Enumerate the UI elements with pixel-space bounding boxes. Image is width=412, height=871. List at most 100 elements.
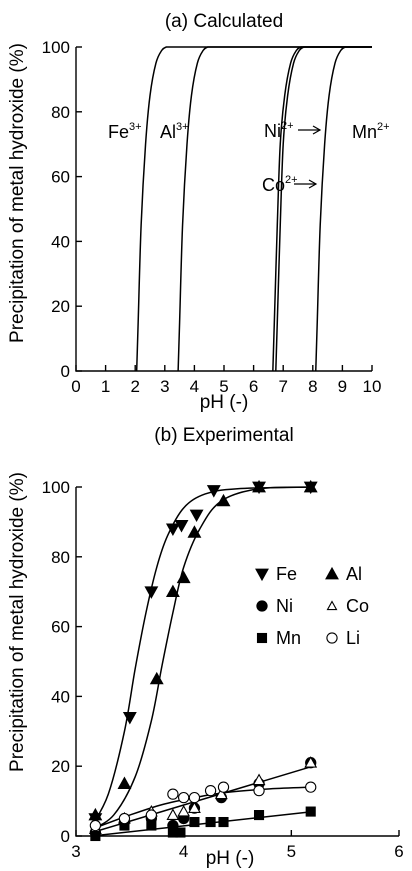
arrow-ni-head	[312, 125, 322, 135]
curve-al	[177, 46, 372, 372]
panel-a-y-tick-label: 80	[51, 103, 70, 122]
legend-marker-mn	[256, 632, 268, 644]
label-co-ion: Co2+	[262, 174, 298, 195]
point-al	[165, 584, 180, 598]
label-al-ion: Al3+	[160, 121, 189, 142]
panel-b-x-tick-label: 4	[179, 842, 188, 861]
point-co	[177, 804, 191, 817]
panel-b-y-tick-label: 80	[51, 548, 70, 567]
point-fe	[189, 509, 204, 523]
point-mn	[175, 827, 186, 838]
panel-a-x-tick-label: 8	[308, 377, 317, 396]
point-mn	[218, 816, 229, 828]
panel-a-x-tick-label: 4	[190, 377, 199, 396]
fit-curve-mn	[92, 810, 313, 837]
legend-label-co: Co	[346, 596, 369, 616]
label-ni-ion: Ni2+	[264, 120, 294, 141]
panel-a-y-tick-label: 40	[51, 232, 70, 251]
panel-a-curves	[135, 46, 372, 372]
point-fe	[165, 523, 180, 537]
legend-label-fe: Fe	[276, 564, 297, 584]
point-co	[187, 801, 201, 814]
panel-a-axis-lines	[75, 47, 372, 372]
legend-marker-co	[326, 600, 338, 611]
legend-marker-ni	[256, 600, 268, 612]
panel-a-x-tick-label: 1	[101, 377, 110, 396]
legend-marker-al	[325, 566, 339, 580]
point-mn	[205, 816, 216, 828]
point-co	[166, 808, 180, 821]
panel-b-x-tick-label: 6	[394, 842, 403, 861]
panel-b-y-axis-label: Precipitation of metal hydroxide (%)	[7, 472, 28, 772]
panel-a-y-tick-label: 20	[51, 297, 70, 316]
legend-marker-li	[326, 632, 338, 644]
panel-a-y-tick-label: 60	[51, 168, 70, 187]
point-al	[149, 671, 164, 685]
panel-a-x-tick-label: 9	[338, 377, 347, 396]
point-li	[253, 784, 265, 797]
fit-curve-al	[91, 486, 313, 830]
point-li	[217, 781, 230, 793]
point-al	[252, 479, 266, 493]
point-fe	[122, 711, 137, 725]
panel-b-y-tick-label: 100	[42, 478, 70, 497]
point-mn	[90, 830, 101, 842]
point-al	[216, 493, 231, 507]
curve-co	[275, 46, 372, 372]
panel-a-y-axis-label: Precipitation of metal hydroxide (%)	[7, 43, 28, 343]
panel-a-calculated: (a) Calculated 0 1 2 3 4 5 6 7 8 9 10020406080100 …	[7, 11, 390, 413]
panel-b-y-tick-label: 20	[51, 757, 70, 776]
point-al	[187, 525, 202, 538]
point-co	[304, 756, 318, 768]
point-co	[214, 787, 228, 800]
point-li	[145, 809, 158, 821]
legend-label-mn: Mn	[276, 628, 301, 648]
panel-b-title: (b) Experimental	[154, 425, 293, 446]
panel-a-x-tick-label: 0	[71, 377, 80, 396]
legend-label-ni: Ni	[276, 596, 293, 616]
curve-mn	[315, 46, 372, 372]
point-mn	[305, 806, 316, 817]
panel-a-title: (a) Calculated	[165, 11, 283, 32]
panel-a-x-tick-label: 7	[278, 377, 287, 396]
panel-b-data-points	[88, 479, 318, 842]
panel-a-x-tick-label: 6	[249, 377, 258, 396]
point-co	[252, 773, 266, 786]
point-mn	[146, 820, 157, 831]
point-li	[89, 819, 102, 832]
point-fe	[144, 586, 159, 599]
point-li	[167, 788, 179, 800]
fit-curve-fe	[91, 486, 313, 826]
legend-label-al: Al	[346, 564, 362, 584]
point-al	[88, 807, 103, 821]
point-al	[117, 776, 132, 790]
point-li	[305, 781, 317, 793]
curve-ni	[272, 46, 372, 372]
arrow-co-head	[308, 179, 318, 189]
panel-a-x-tick-label: 3	[160, 377, 169, 396]
panel-b-x-tick-label: 5	[287, 842, 296, 861]
label-fe-ion: Fe3+	[108, 121, 142, 142]
point-mn	[189, 816, 200, 828]
panel-a-y-tick-label: 100	[42, 38, 70, 57]
label-mn-ion: Mn2+	[352, 121, 390, 142]
panel-a-x-tick-label: 2	[130, 377, 139, 396]
point-li	[178, 791, 190, 804]
panel-a-x-tick-label: 10	[363, 377, 382, 396]
point-fe	[206, 485, 221, 498]
point-fe	[174, 520, 189, 533]
panel-b-legend: Fe Al Ni Co Mn Li	[255, 564, 369, 648]
panel-a-annotations: Fe3+ Al3+ Ni2+ Co2+ Mn2+	[108, 120, 390, 195]
panel-a-axes	[75, 47, 372, 372]
panel-b-y-tick-label: 40	[51, 687, 70, 706]
point-al	[176, 570, 191, 584]
panel-b-x-tick-label: 3	[71, 842, 80, 861]
panel-a-x-axis-label: pH (-)	[200, 392, 249, 413]
legend-marker-fe	[255, 568, 269, 582]
point-li	[204, 784, 217, 797]
panel-b-y-tick-label: 60	[51, 618, 70, 637]
point-al	[303, 479, 318, 493]
